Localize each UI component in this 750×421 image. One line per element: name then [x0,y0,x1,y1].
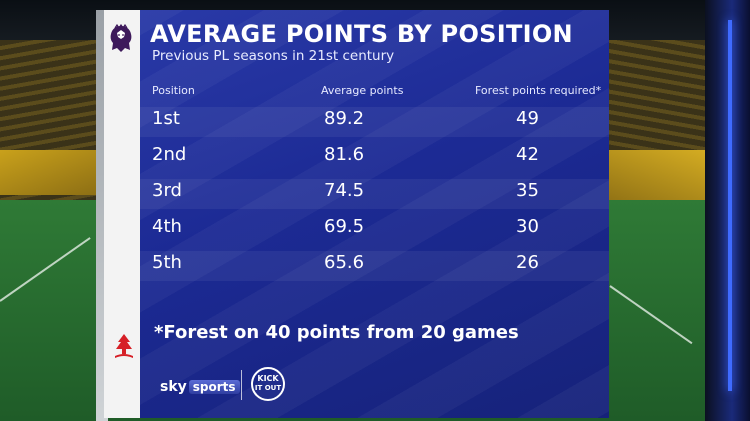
average-points-cell: 81.6 [324,144,365,165]
table-row: 1st 89.2 49 [140,104,609,138]
kick-it-out-logo: KICK IT OUT [251,367,285,401]
forest-required-cell: 42 [516,144,539,165]
sky-sports-logo: sky sports [160,376,240,396]
premier-league-lion-icon [110,24,132,52]
sky-wordmark: sky [160,379,187,395]
forest-required-cell: 26 [516,252,539,273]
table-row: 5th 65.6 26 [140,248,609,282]
graphic-title: AVERAGE POINTS BY POSITION [150,20,573,48]
table-row: 3rd 74.5 35 [140,176,609,210]
svg-text:KICK: KICK [257,374,279,383]
table-row: 2nd 81.6 42 [140,140,609,174]
column-header-position: Position [152,84,195,97]
position-cell: 2nd [152,144,187,165]
right-stand-seats [595,150,705,205]
average-points-cell: 65.6 [324,252,365,273]
logo-divider [241,370,242,400]
nottingham-forest-tree-icon [115,334,133,358]
sports-wordmark: sports [188,380,240,394]
column-header-average-points: Average points [321,84,404,97]
position-cell: 4th [152,216,182,237]
row-background [140,251,609,281]
forest-required-cell: 30 [516,216,539,237]
footnote: *Forest on 40 points from 20 games [154,322,519,343]
row-background [140,179,609,209]
screen-glow [728,20,732,391]
graphic-panel [104,10,609,418]
position-cell: 1st [152,108,180,129]
svg-text:IT OUT: IT OUT [255,384,281,392]
forest-required-cell: 35 [516,180,539,201]
table-row: 4th 69.5 30 [140,212,609,246]
column-header-forest-required: Forest points required* [475,84,602,97]
position-cell: 5th [152,252,182,273]
graphic-subtitle: Previous PL seasons in 21st century [152,48,395,64]
left-stand-seats [0,150,105,195]
average-points-cell: 74.5 [324,180,365,201]
studio-screen-edge [705,0,750,421]
average-points-cell: 69.5 [324,216,365,237]
panel-texture [104,10,609,418]
row-background [140,107,609,137]
forest-required-cell: 49 [516,108,539,129]
position-cell: 3rd [152,180,182,201]
average-points-cell: 89.2 [324,108,365,129]
